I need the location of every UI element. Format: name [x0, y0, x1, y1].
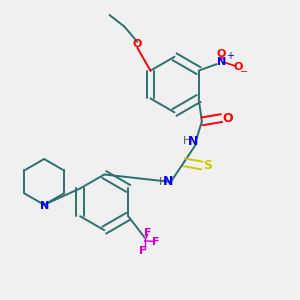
- Text: H: H: [183, 136, 191, 146]
- Text: S: S: [203, 159, 212, 172]
- Text: −: −: [240, 67, 248, 77]
- Text: F: F: [139, 246, 147, 256]
- Text: N: N: [40, 201, 49, 212]
- Text: F: F: [144, 228, 152, 238]
- Text: H: H: [158, 177, 167, 187]
- Text: N: N: [217, 58, 226, 68]
- Text: F: F: [152, 237, 160, 248]
- Text: +: +: [226, 51, 234, 61]
- Text: O: O: [233, 62, 243, 72]
- Text: N: N: [163, 176, 173, 188]
- Text: O: O: [222, 112, 233, 124]
- Text: N: N: [188, 134, 198, 148]
- Text: O: O: [133, 40, 142, 50]
- Text: O: O: [217, 49, 226, 59]
